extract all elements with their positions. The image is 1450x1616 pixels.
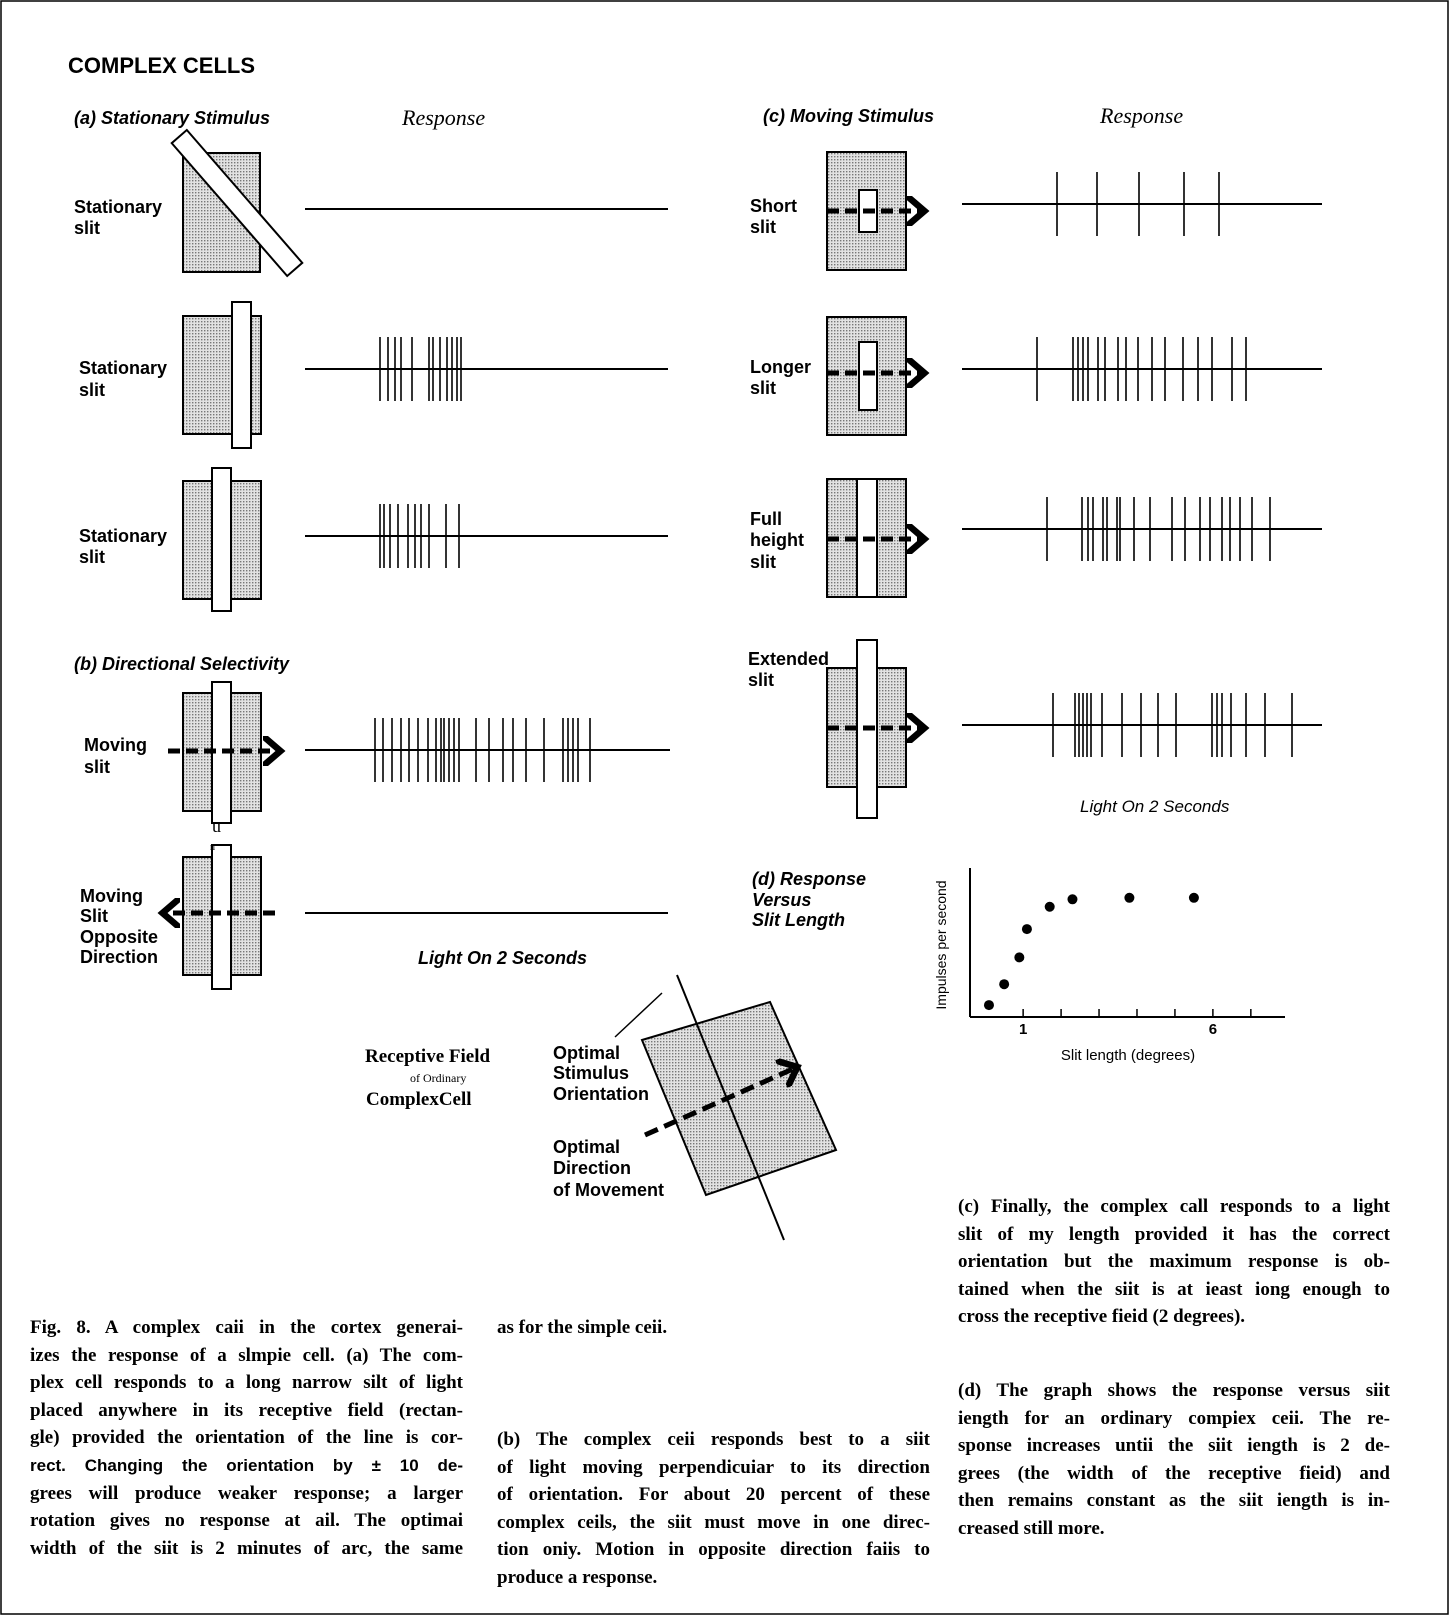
data-point	[1014, 952, 1024, 962]
row-label: slit	[750, 217, 776, 237]
caption-line: (b) The complex ceii responds best to a …	[497, 1426, 930, 1454]
caption-line: plex cell responds to a long narrow silt…	[30, 1369, 463, 1397]
x-tick-label: 6	[1209, 1021, 1217, 1038]
caption-line: rotation gives no response at ail. The o…	[30, 1507, 463, 1535]
rf-label: Optimal	[553, 1137, 620, 1157]
data-point	[1045, 902, 1055, 912]
data-point	[1189, 893, 1199, 903]
row-label: Moving	[80, 886, 143, 906]
caption-line: orientation but the maximum response is …	[958, 1248, 1390, 1276]
rf-label: Orientation	[553, 1084, 649, 1104]
row-label: slit	[84, 757, 110, 777]
caption-column: (d) The graph shows the response versus …	[958, 1377, 1390, 1543]
rf-label: of Ordinary	[410, 1071, 466, 1085]
row-label: Stationary	[79, 526, 167, 546]
row-label: Extended	[748, 649, 829, 669]
row-label: Opposite	[80, 927, 158, 947]
row-label: slit	[79, 547, 105, 567]
caption-line: iength for an ordinary compiex ceii. The…	[958, 1405, 1390, 1433]
caption-line: slit of my length provided it has the co…	[958, 1221, 1390, 1249]
caption-line: (c) Finally, the complex call responds t…	[958, 1193, 1390, 1221]
data-point	[1124, 893, 1134, 903]
caption-line: complex ceils, the siit must move in one…	[497, 1509, 930, 1537]
row-label: Direction	[80, 947, 158, 967]
data-point	[1067, 894, 1077, 904]
rf-label: Stimulus	[553, 1063, 629, 1083]
caption-line: gle) provided the orientation of the lin…	[30, 1424, 463, 1452]
rf-label: Direction	[553, 1158, 631, 1178]
stray-mark: n	[210, 842, 215, 853]
row-label: slit	[750, 552, 776, 572]
caption-line: grees (the width of the receptive fieid)…	[958, 1460, 1390, 1488]
graph-heading: (d) Response	[752, 869, 866, 889]
caption-line: tion oniy. Motion in opposite direction …	[497, 1536, 930, 1564]
response-heading: Response	[401, 105, 485, 130]
caption-line: izes the response of a slmpie cell. (a) …	[30, 1342, 463, 1370]
timing-label: Light On 2 Seconds	[418, 948, 587, 968]
x-tick-label: 1	[1019, 1021, 1027, 1038]
rf-label: ComplexCell	[366, 1089, 472, 1110]
caption-line: rect. Changing the orientation by ± 10 d…	[30, 1452, 463, 1480]
data-point	[999, 979, 1009, 989]
page: COMPLEX CELLS (a) Stationary Stimulus Re…	[0, 0, 1450, 1616]
caption-line: sponse increases untii the siit iength i…	[958, 1432, 1390, 1460]
response-heading: Response	[1099, 103, 1183, 128]
figure-title: COMPLEX CELLS	[68, 53, 255, 78]
data-point	[1022, 924, 1032, 934]
row-label: slit	[748, 670, 774, 690]
graph-heading: Slit Length	[752, 910, 845, 930]
row-label: Stationary	[79, 358, 167, 378]
row-label: Stationary	[74, 197, 162, 217]
row-label: slit	[79, 380, 105, 400]
panel-heading: (b) Directional Selectivity	[74, 654, 290, 674]
caption-column: (c) Finally, the complex call responds t…	[958, 1193, 1390, 1331]
caption-column: as for the simple ceii.	[497, 1314, 930, 1342]
caption-line: creased still more.	[958, 1515, 1390, 1543]
row-label: Moving	[84, 735, 147, 755]
row-label: slit	[750, 378, 776, 398]
caption-line: (d) The graph shows the response versus …	[958, 1377, 1390, 1405]
rf-label: Receptive Field	[365, 1046, 490, 1067]
caption-line: tained when the siit is at ieast iong en…	[958, 1276, 1390, 1304]
row-label: Slit	[80, 906, 108, 926]
row-label: Full	[750, 509, 782, 529]
stimuli	[165, 130, 922, 1240]
timing-label: Light On 2 Seconds	[1080, 797, 1230, 816]
caption-line: placed anywhere in its receptive field (…	[30, 1397, 463, 1425]
stray-mark: u	[212, 816, 221, 836]
caption-line: produce a response.	[497, 1564, 930, 1592]
rf-label: Optimal	[553, 1043, 620, 1063]
caption-line: of orientation. For about 20 percent of …	[497, 1481, 930, 1509]
x-axis-label: Slit length (degrees)	[1061, 1047, 1195, 1064]
panel-heading: (a) Stationary Stimulus	[74, 108, 270, 128]
caption-column: Fig. 8. A complex caii in the cortex gen…	[30, 1314, 463, 1562]
row-label: slit	[74, 218, 100, 238]
panel-heading: (c) Moving Stimulus	[763, 106, 934, 126]
row-label: height	[750, 530, 804, 550]
caption-line: of light moving perpendicuiar to its dir…	[497, 1454, 930, 1482]
row-label: Longer	[750, 357, 811, 377]
caption-line: cross the receptive fieid (2 degrees).	[958, 1303, 1390, 1331]
caption-column: (b) The complex ceii responds best to a …	[497, 1426, 930, 1592]
caption-line: as for the simple ceii.	[497, 1314, 930, 1342]
graph-heading: Versus	[752, 890, 811, 910]
row-label: Short	[750, 196, 797, 216]
caption-line: Fig. 8. A complex caii in the cortex gen…	[30, 1314, 463, 1342]
y-axis-label: Impulses per second	[933, 880, 949, 1009]
caption-line: then remains constant as the siit iength…	[958, 1487, 1390, 1515]
caption-line: width of the siit is 2 minutes of arc, t…	[30, 1535, 463, 1563]
caption-line: grees will produce weaker response; a la…	[30, 1480, 463, 1508]
data-point	[984, 1000, 994, 1010]
rf-label: of Movement	[553, 1180, 664, 1200]
